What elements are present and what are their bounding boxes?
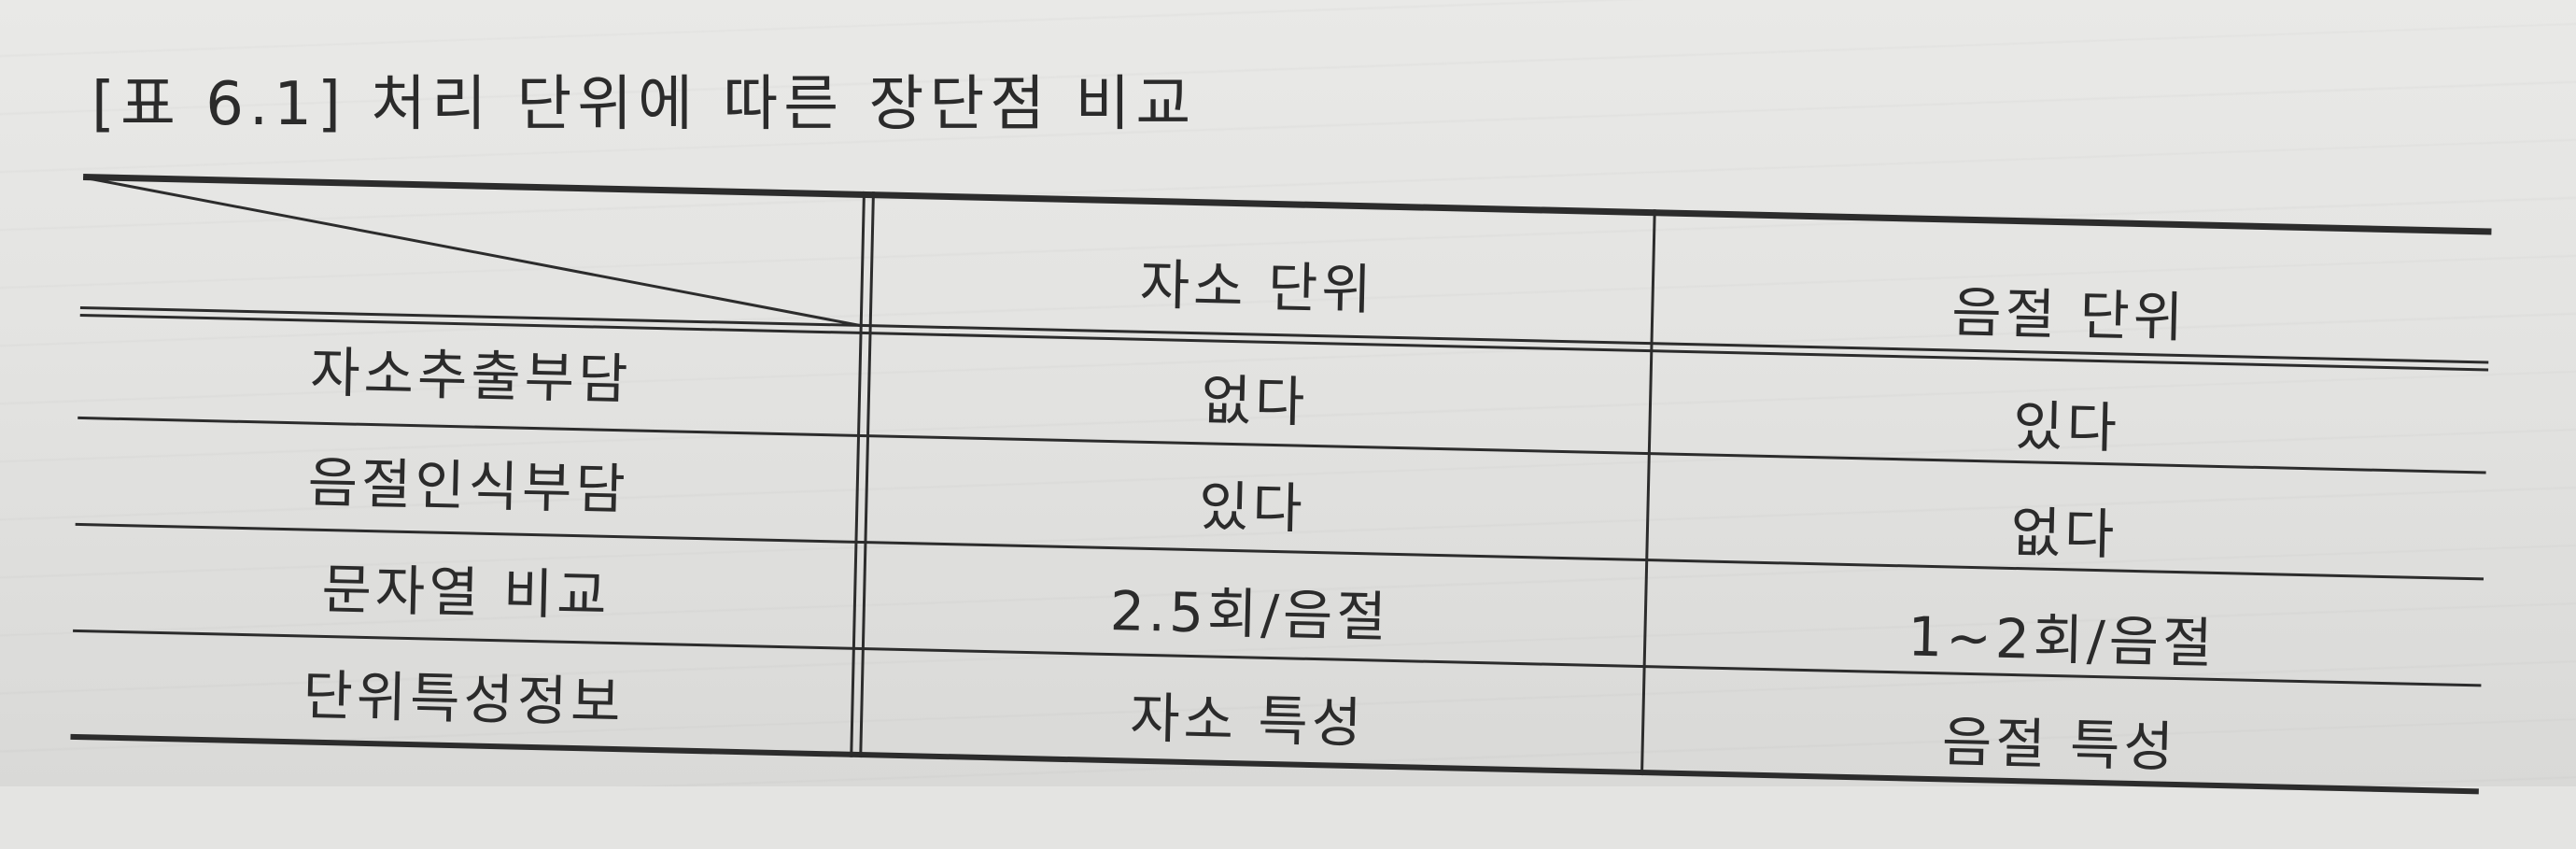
row-label: 자소추출부담 [309,340,633,412]
table-cell: 자소 특성 [1129,686,1366,756]
row-label: 음절인식부담 [306,450,630,522]
table-cell: 없다 [2009,500,2119,567]
column-header-jaso: 자소 단위 [1139,252,1376,322]
table-cell: 음절 특성 [1941,710,2178,780]
row-label: 단위특성정보 [302,663,626,735]
column-divider-2 [1640,209,1656,776]
comparison-table: 자소 단위 음절 단위 자소추출부담 없다 있다 음절인식부담 있다 없다 문자… [69,140,2511,849]
table-caption: [표 6.1] 처리 단위에 따른 장단점 비교 [91,70,1197,139]
row-label: 문자열 비교 [320,557,612,628]
table-cell: 있다 [1198,474,1307,541]
header-diagonal-line [82,176,863,328]
page-texture [0,0,2576,786]
table-cell: 1~2회/음절 [1907,604,2217,675]
table-cell: 없다 [1200,368,1310,434]
column-header-eumjeol: 음절 단위 [1950,280,2188,350]
table-cell: 2.5회/음절 [1109,579,1391,649]
book-page: [표 6.1] 처리 단위에 따른 장단점 비교 자소 단위 음절 단위 자소추… [0,0,2576,795]
table-cell: 있다 [2012,393,2121,460]
